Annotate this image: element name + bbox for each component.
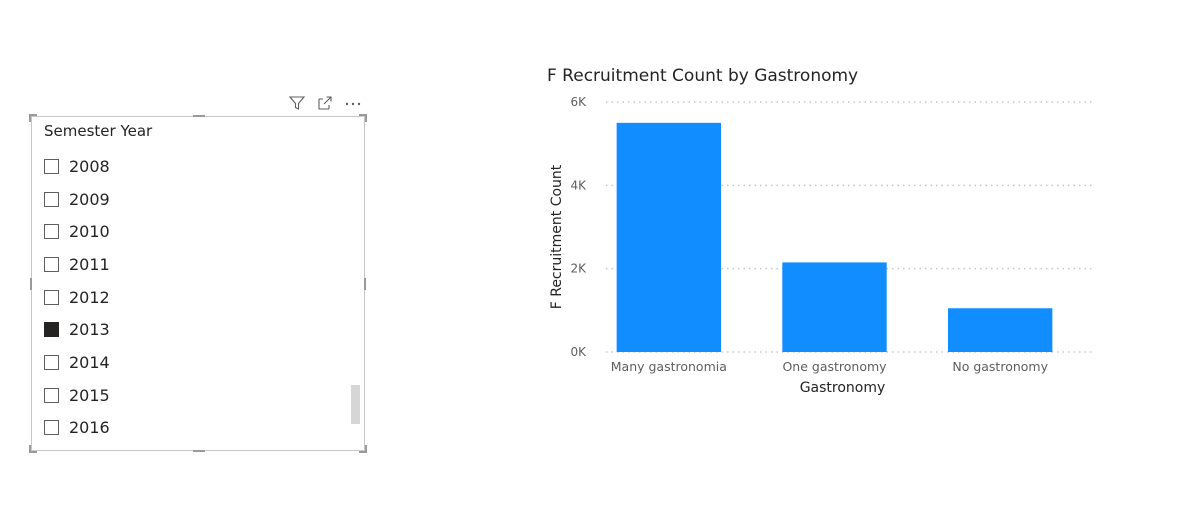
- y-tick-label: 0K: [570, 345, 587, 359]
- chart-plot: 0K 2K 4K 6K Many gastronomia One gastronomy No…: [549, 95, 1095, 396]
- slicer-item-2015[interactable]: 2015: [44, 379, 344, 412]
- checkbox[interactable]: [44, 322, 59, 338]
- checkbox[interactable]: [44, 224, 59, 240]
- slicer-item-label: 2014: [69, 352, 110, 372]
- x-tick-label: No gastronomy: [952, 359, 1048, 374]
- y-axis-title: F Recruitment Count: [549, 164, 565, 309]
- y-tick-label: 6K: [570, 95, 587, 109]
- resize-handle[interactable]: [193, 115, 205, 117]
- slicer-item-label: 2010: [69, 222, 110, 242]
- slicer-item-label: 2009: [69, 189, 110, 209]
- slicer-item-label: 2013: [69, 320, 110, 340]
- x-tick-label: Many gastronomia: [611, 359, 727, 374]
- slicer-item-label: 2008: [69, 156, 110, 176]
- checkbox[interactable]: [44, 289, 59, 305]
- checkbox[interactable]: [44, 256, 59, 272]
- slicer-item-label: 2016: [69, 418, 110, 438]
- resize-handle[interactable]: [365, 114, 367, 122]
- slicer-item-2008[interactable]: 2008: [44, 150, 344, 183]
- focus-mode-icon[interactable]: [316, 94, 334, 112]
- resize-handle[interactable]: [193, 450, 205, 452]
- checkbox[interactable]: [44, 191, 59, 207]
- resize-handle[interactable]: [29, 114, 37, 116]
- checkbox[interactable]: [44, 420, 59, 436]
- resize-handle[interactable]: [29, 114, 31, 122]
- slicer-item-2016[interactable]: 2016: [44, 412, 344, 445]
- resize-handle[interactable]: [359, 451, 367, 453]
- resize-handle[interactable]: [29, 451, 37, 453]
- chart-title: F Recruitment Count by Gastronomy: [547, 66, 859, 86]
- resize-handle[interactable]: [30, 278, 32, 290]
- slicer-item-2014[interactable]: 2014: [44, 346, 344, 379]
- bar-chart-visual[interactable]: F Recruitment Count by Gastronomy 0K 2K 4K…: [540, 60, 1120, 420]
- bar[interactable]: [947, 308, 1053, 352]
- bar[interactable]: [616, 122, 722, 352]
- slicer-item-2013[interactable]: 2013: [44, 313, 344, 346]
- y-tick-label: 2K: [570, 262, 587, 276]
- scrollbar-thumb[interactable]: [351, 385, 360, 424]
- resize-handle[interactable]: [29, 445, 31, 453]
- slicer-item-2012[interactable]: 2012: [44, 281, 344, 314]
- more-options-icon[interactable]: [344, 94, 362, 112]
- y-tick-label: 4K: [570, 178, 587, 192]
- checkbox[interactable]: [44, 387, 59, 403]
- checkbox[interactable]: [44, 158, 59, 174]
- resize-handle[interactable]: [359, 114, 367, 116]
- slicer-item-label: 2015: [69, 385, 110, 405]
- resize-handle[interactable]: [364, 278, 366, 290]
- slicer-item-2009[interactable]: 2009: [44, 183, 344, 216]
- x-axis-title: Gastronomy: [800, 380, 886, 396]
- slicer-title: Semester Year: [44, 122, 153, 140]
- slicer-item-2010[interactable]: 2010: [44, 215, 344, 248]
- resize-handle[interactable]: [365, 445, 367, 453]
- semester-year-slicer[interactable]: Semester Year 2008 2009 2010 2011 2012 2013 20…: [29, 114, 367, 453]
- x-tick-label: One gastronomy: [782, 359, 887, 374]
- slicer-item-2011[interactable]: 2011: [44, 248, 344, 281]
- checkbox[interactable]: [44, 354, 59, 370]
- slicer-item-label: 2012: [69, 287, 110, 307]
- slicer-list: 2008 2009 2010 2011 2012 2013 2014 2015 2016: [44, 150, 344, 444]
- slicer-visual-header: [284, 92, 368, 114]
- filter-icon[interactable]: [288, 94, 306, 112]
- slicer-item-label: 2011: [69, 254, 110, 274]
- bar[interactable]: [782, 262, 887, 352]
